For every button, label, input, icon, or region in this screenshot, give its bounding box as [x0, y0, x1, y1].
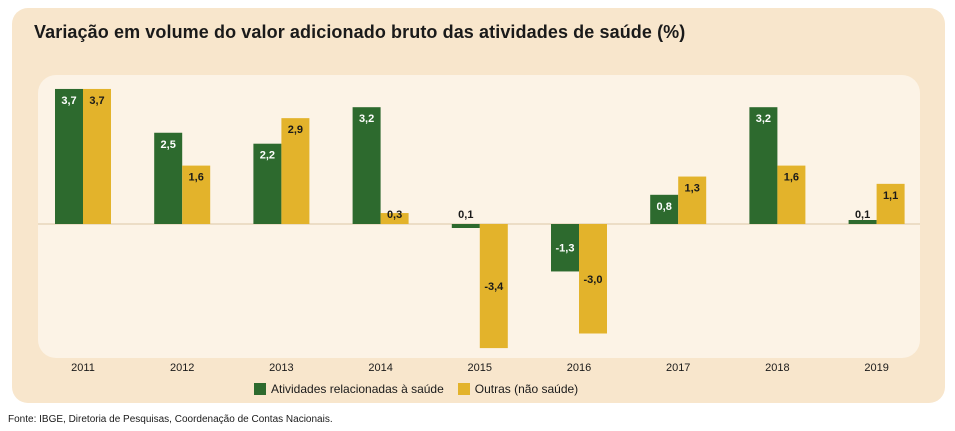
bar-outras-2017	[678, 176, 707, 224]
x-tick-label-2015: 2015	[468, 362, 492, 374]
data-label-outras-2015: -3,4	[484, 281, 504, 293]
data-label-saude-2016: -1,3	[556, 243, 575, 255]
legend-label-saude: Atividades relacionadas à saúde	[271, 382, 444, 396]
x-tick-label-2011: 2011	[71, 362, 95, 374]
x-tick-label-2014: 2014	[368, 362, 392, 374]
bar-saude-2013	[253, 143, 282, 224]
data-label-saude-2014: 3,2	[359, 113, 374, 125]
data-label-saude-2019: 0,1	[855, 209, 870, 221]
data-label-outras-2011: 3,7	[89, 95, 104, 107]
bar-saude-2018	[749, 107, 778, 224]
bar-outras-2013	[281, 118, 310, 224]
bar-saude-2015	[451, 224, 480, 228]
data-label-saude-2017: 0,8	[657, 201, 672, 213]
bar-saude-2017	[650, 194, 679, 224]
data-label-outras-2012: 1,6	[189, 172, 204, 184]
bar-outras-2012	[182, 165, 211, 224]
legend-item-saude: Atividades relacionadas à saúde	[254, 382, 444, 396]
data-label-saude-2018: 3,2	[756, 113, 771, 125]
bar-outras-2014	[380, 213, 409, 224]
bar-outras-2019	[876, 183, 905, 224]
data-label-outras-2013: 2,9	[288, 124, 303, 136]
legend-item-outras: Outras (não saúde)	[457, 382, 579, 396]
data-label-saude-2011: 3,7	[61, 95, 76, 107]
legend: Atividades relacionadas à saúde Outras (…	[254, 382, 592, 396]
source-note: Fonte: IBGE, Diretoria de Pesquisas, Coo…	[8, 414, 333, 425]
legend-label-outras: Outras (não saúde)	[474, 382, 579, 396]
x-tick-label-2018: 2018	[765, 362, 789, 374]
data-label-saude-2013: 2,2	[260, 150, 275, 162]
x-tick-label-2019: 2019	[864, 362, 888, 374]
bar-saude-2012	[154, 132, 183, 224]
legend-swatch-saude	[254, 383, 266, 395]
data-label-saude-2015: 0,1	[458, 209, 473, 221]
data-label-outras-2017: 1,3	[685, 183, 700, 195]
bar-saude-2011	[55, 88, 83, 224]
x-tick-label-2012: 2012	[170, 362, 194, 374]
data-label-outras-2014: 0,3	[387, 209, 402, 221]
chart-title: Variação em volume do valor adicionado b…	[34, 22, 686, 42]
bar-saude-2014	[352, 107, 381, 224]
legend-swatch-outras	[457, 383, 470, 395]
data-label-outras-2019: 1,1	[883, 190, 898, 202]
data-label-saude-2012: 2,5	[161, 139, 176, 151]
bar-outras-2015	[479, 224, 508, 349]
bar-outras-2011	[83, 88, 111, 224]
data-label-outras-2016: -3,0	[584, 274, 603, 286]
x-tick-label-2013: 2013	[269, 362, 293, 374]
bar-outras-2018	[777, 165, 806, 224]
bar-saude-2016	[551, 224, 579, 272]
bar-saude-2019	[848, 220, 877, 224]
bar-outras-2016	[579, 224, 607, 334]
data-label-outras-2018: 1,6	[784, 172, 799, 184]
x-tick-label-2016: 2016	[567, 362, 591, 374]
x-tick-label-2017: 2017	[666, 362, 690, 374]
